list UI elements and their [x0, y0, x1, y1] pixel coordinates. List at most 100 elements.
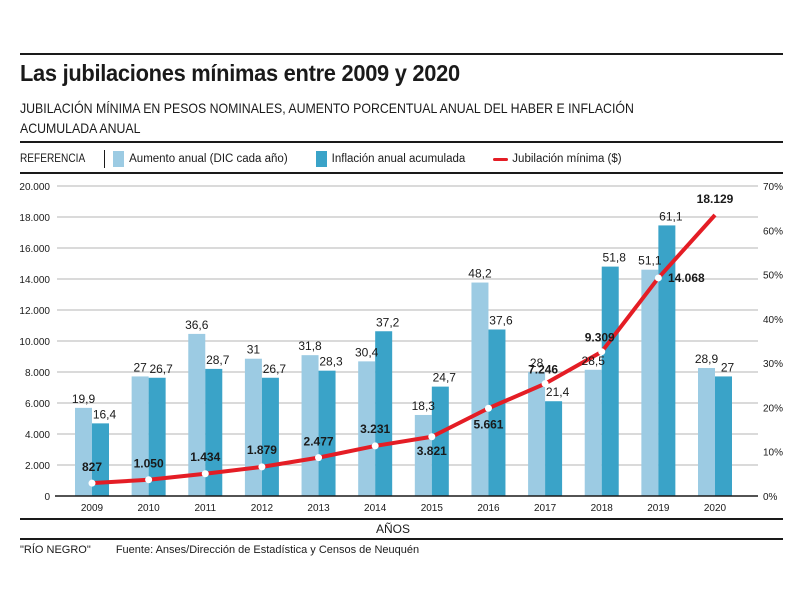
bar-aumento: [471, 282, 489, 496]
x-tick-label: 2013: [307, 503, 330, 514]
bar-label-aumento: 31,8: [298, 339, 322, 353]
bar-label-aumento: 19,9: [72, 392, 96, 406]
bar-aumento: [188, 333, 206, 496]
footer: "RÍO NEGRO" Fuente: Anses/Dirección de E…: [20, 544, 441, 556]
bar-aumento: [641, 269, 659, 496]
left-tick-label: 12.000: [19, 306, 50, 317]
legend-separator: [104, 150, 106, 168]
chart-title: Las jubilaciones mínimas entre 2009 y 20…: [20, 60, 460, 86]
chart-subtitle: JUBILACIÓN MÍNIMA EN PESOS NOMINALES, AU…: [20, 100, 634, 136]
bar-label-inflacion: 61,1: [659, 209, 683, 223]
bar-inflacion: [148, 377, 166, 496]
bar-inflacion: [601, 266, 619, 496]
line-point: [428, 433, 436, 441]
bar-aumento: [414, 414, 432, 496]
footer-source: Fuente: Anses/Dirección de Estadística y…: [115, 544, 420, 556]
bar-inflacion: [545, 401, 563, 496]
legend-item-aumento: Aumento anual (DIC cada año): [113, 151, 288, 167]
bar-aumento: [131, 376, 149, 496]
line-point: [371, 442, 379, 450]
line-label: 9.309: [585, 331, 615, 345]
bar-label-inflacion: 21,4: [546, 385, 570, 399]
bar-label-aumento: 36,6: [185, 318, 209, 332]
bar-aumento: [301, 355, 319, 496]
bar-label-aumento: 31: [247, 343, 261, 357]
bar-aumento: [358, 361, 376, 496]
bar-inflacion: [205, 368, 223, 496]
bar-label-inflacion: 37,2: [376, 315, 400, 329]
x-tick-label: 2011: [195, 503, 217, 514]
bar-label-aumento: 18,3: [412, 399, 436, 413]
top-rule: [20, 53, 783, 55]
bar-aumento: [528, 372, 546, 496]
gridlines: [57, 185, 758, 466]
legend-swatch-inflacion: [315, 151, 327, 167]
right-tick-label: 20%: [763, 403, 783, 414]
bar-inflacion: [92, 423, 109, 496]
line-point: [315, 454, 323, 462]
bars: [75, 225, 732, 496]
legend-label-aumento: Aumento anual (DIC cada año): [129, 153, 288, 165]
bar-aumento: [698, 368, 715, 496]
bar-label-inflacion: 16,4: [93, 407, 117, 421]
footer-rule-2: [20, 538, 783, 540]
bar-label-inflacion: 24,7: [433, 371, 457, 385]
line-point: [654, 274, 662, 282]
bar-aumento: [584, 369, 602, 496]
axes: 0 2.000 4.000 6.000 8.000 10.000 12.000 14.000 1…: [19, 182, 783, 514]
bar-label-inflacion: 37,6: [489, 313, 513, 327]
line-series: [88, 213, 717, 487]
bar-inflacion: [658, 225, 676, 496]
bar-inflacion: [431, 386, 449, 496]
x-tick-label: 2018: [591, 503, 614, 514]
line-label: 1.434: [190, 450, 220, 464]
line-label: 18.129: [697, 192, 734, 206]
right-tick-label: 40%: [763, 315, 783, 326]
right-tick-label: 70%: [763, 182, 783, 193]
line-point: [484, 404, 492, 412]
line-label: 5.661: [473, 417, 503, 431]
legend-item-jubilacion: Jubilación mínima ($): [493, 153, 622, 165]
legend-label-inflacion: Inflación anual acumulada: [331, 153, 466, 165]
bar-label-aumento: 30,4: [355, 345, 379, 359]
x-tick-label: 2014: [364, 503, 387, 514]
bar-inflacion: [715, 376, 732, 496]
right-tick-label: 0%: [763, 492, 778, 503]
bar-label-inflacion: 28,3: [319, 355, 343, 369]
line-point: [258, 463, 266, 471]
line-label: 14.068: [668, 271, 705, 285]
line-label: 3.821: [417, 444, 447, 458]
legend-reference-label: REFERENCIA: [20, 153, 86, 165]
line-label: 1.879: [247, 443, 277, 457]
line-point: [145, 476, 153, 484]
legend-label-jubilacion: Jubilación mínima ($): [512, 153, 622, 165]
footer-credit: "RÍO NEGRO": [20, 544, 91, 556]
right-tick-label: 30%: [763, 359, 783, 370]
bar-inflacion: [318, 370, 336, 496]
left-tick-label: 14.000: [19, 275, 50, 286]
bar-label-aumento: 48,2: [468, 267, 492, 281]
x-tick-label: 2017: [534, 503, 557, 514]
bar-label-inflacion: 26,7: [149, 362, 173, 376]
line-label: 1.050: [134, 457, 164, 471]
right-tick-label: 60%: [763, 226, 783, 237]
left-tick-label: 8.000: [25, 368, 50, 379]
bar-inflacion: [375, 331, 393, 496]
line-label: 2.477: [304, 435, 334, 449]
x-tick-label: 2015: [421, 503, 444, 514]
left-tick-label: 16.000: [19, 244, 50, 255]
x-tick-label: 2012: [251, 503, 274, 514]
line-point: [88, 479, 96, 487]
x-tick-label: 2009: [81, 503, 104, 514]
bar-inflacion: [488, 329, 506, 496]
left-tick-label: 20.000: [19, 182, 50, 193]
x-tick-label: 2010: [138, 503, 161, 514]
legend-item-inflacion: Inflación anual acumulada: [315, 151, 466, 167]
left-tick-label: 0: [44, 492, 50, 503]
line-label: 7.246: [528, 363, 558, 377]
bar-label-aumento: 28,9: [695, 352, 719, 366]
right-tick-label: 50%: [763, 271, 783, 282]
bar-label-inflacion: 28,7: [206, 353, 230, 367]
bar-aumento: [75, 407, 92, 496]
bar-label-inflacion: 27: [721, 360, 735, 374]
